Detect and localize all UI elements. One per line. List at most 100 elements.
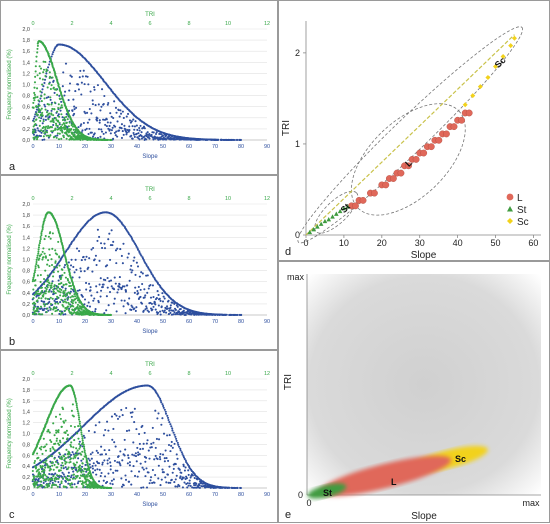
x-tick-label: 20 [82, 144, 88, 150]
tri-point [58, 264, 61, 267]
slope-point [163, 297, 166, 300]
slope-point [64, 287, 67, 290]
tri-point [76, 453, 79, 456]
slope-point [72, 98, 75, 101]
slope-point [43, 300, 46, 303]
tri-point [36, 299, 39, 302]
tri-point [63, 294, 66, 297]
tri-point [72, 128, 75, 131]
tri-point [54, 415, 58, 418]
slope-point [64, 453, 67, 456]
slope-point [67, 471, 70, 474]
slope-point [123, 438, 126, 441]
slope-point [115, 262, 118, 265]
slope-point [186, 486, 189, 489]
tri-point [42, 277, 46, 281]
tri-point [52, 114, 55, 117]
point-l [371, 189, 378, 197]
tri-point [68, 281, 71, 285]
tri-point [64, 126, 67, 129]
tri-point [53, 483, 56, 486]
tri-point [45, 459, 48, 462]
tri-point [39, 235, 42, 239]
tri-point [58, 132, 61, 135]
slope-point [130, 271, 133, 274]
slope-point [84, 258, 87, 261]
slope-point [105, 118, 108, 121]
slope-point [83, 298, 87, 301]
tri-point [31, 469, 34, 473]
slope-point [137, 285, 140, 289]
tri-point [52, 468, 55, 471]
slope-point [193, 476, 196, 480]
slope-point [93, 297, 96, 300]
tri-point [52, 475, 55, 478]
tri-point [37, 266, 40, 269]
slope-point [57, 455, 60, 458]
slope-point [175, 453, 178, 456]
tri-point [63, 421, 66, 424]
slope-point [73, 271, 76, 274]
slope-point [160, 305, 163, 308]
slope-point [120, 299, 123, 302]
tri-point [58, 470, 61, 473]
tri-point [74, 397, 77, 400]
slope-point [60, 100, 63, 103]
slope-point [161, 292, 164, 295]
tri-point [43, 304, 46, 308]
x-tick-label: 70 [212, 492, 218, 498]
slope-point [178, 484, 181, 488]
y-tick-label: 0,6 [22, 280, 30, 286]
tri-point [59, 294, 62, 297]
tri-point [75, 404, 78, 407]
tri-point [74, 295, 77, 298]
tri-point [33, 91, 36, 95]
y-tick-label: 1,6 [22, 399, 30, 405]
tri-point [48, 282, 51, 285]
slope-point [112, 240, 115, 243]
slope-point [43, 138, 46, 141]
slope-point [113, 131, 116, 134]
slope-point [118, 415, 121, 418]
slope-point [74, 90, 77, 93]
tri-point [64, 298, 67, 301]
slope-point [184, 313, 187, 316]
slope-point [100, 105, 103, 108]
slope-point [138, 442, 141, 445]
slope-point [72, 470, 75, 473]
tri-point [82, 445, 86, 448]
slope-point [142, 309, 145, 312]
tri-point [66, 297, 70, 300]
slope-point [143, 135, 146, 138]
slope-point [133, 291, 136, 294]
tri-point [52, 422, 55, 425]
tri-point [52, 275, 55, 278]
slope-point [195, 486, 198, 489]
point-sc [485, 74, 491, 80]
x-axis-title: Slope [142, 502, 158, 508]
slope-point [128, 429, 131, 432]
y-tick-label: 1,4 [22, 410, 30, 416]
slope-point [103, 118, 107, 121]
y-tick-label: 0,6 [22, 453, 30, 459]
slope-point [70, 258, 73, 261]
tri-point [34, 265, 37, 268]
tri-point [66, 279, 70, 282]
zone-st [307, 483, 347, 499]
tri-point [49, 296, 52, 299]
y-tick-label: 1,2 [22, 246, 30, 252]
tri-point [75, 451, 78, 454]
tri-point [45, 131, 49, 134]
slope-point [88, 108, 91, 111]
slope-point [159, 313, 162, 316]
slope-point [120, 477, 123, 480]
slope-point [178, 445, 181, 448]
slope-point [147, 310, 150, 313]
tri-point [63, 455, 66, 458]
slope-point [188, 479, 191, 482]
slope-point [73, 108, 76, 111]
tri-point [80, 453, 83, 456]
slope-point [49, 480, 52, 483]
tri-point [37, 264, 40, 267]
slope-point [121, 130, 124, 133]
